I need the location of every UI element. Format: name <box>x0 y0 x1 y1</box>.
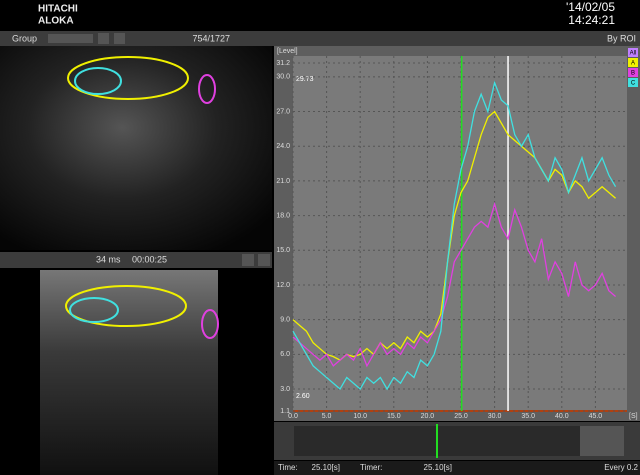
roi-c <box>74 67 122 95</box>
group-select[interactable] <box>48 34 93 43</box>
time-value: 25.10[s] <box>312 463 340 472</box>
interval: 34 ms <box>96 254 121 264</box>
footer <box>274 461 640 475</box>
legend-swatch[interactable] <box>628 68 638 77</box>
ultrasound-bmode <box>40 270 218 475</box>
max-label: 29.73 <box>296 76 314 83</box>
y-tick-label: 3.0 <box>280 386 290 393</box>
y-tick-label: 1.1 <box>280 408 290 415</box>
legend-swatch[interactable] <box>628 78 638 87</box>
header <box>0 0 640 31</box>
legend-label[interactable]: B <box>631 71 635 77</box>
x-tick-label: 15.0 <box>387 413 401 420</box>
group-button[interactable]: Group <box>12 33 37 43</box>
x-tick-label: 0.0 <box>288 413 298 420</box>
x-tick-label: 10.0 <box>353 413 367 420</box>
legend-swatch[interactable] <box>628 48 638 57</box>
image-bar <box>0 252 272 268</box>
y-tick-label: 18.0 <box>276 212 290 219</box>
roi-a <box>65 285 187 327</box>
y-tick-label: 12.0 <box>276 282 290 289</box>
x-tick-label: 35.0 <box>521 413 535 420</box>
y-tick-label: 24.0 <box>276 143 290 150</box>
y-tick-label: 31.2 <box>276 60 290 67</box>
min-label: 2.60 <box>296 393 310 400</box>
next-frame[interactable] <box>258 254 270 266</box>
y-axis-label: [Level] <box>277 48 298 55</box>
next-button[interactable] <box>114 33 125 44</box>
roi-b <box>201 309 219 339</box>
frame-counter: 754/1727 <box>192 33 230 43</box>
plot-area <box>293 56 627 412</box>
prev-button[interactable] <box>98 33 109 44</box>
x-tick-label: 45.0 <box>589 413 603 420</box>
legend-label[interactable]: A <box>631 61 635 67</box>
legend-swatch[interactable] <box>628 58 638 67</box>
roi-c <box>69 297 119 323</box>
timeline-track[interactable] <box>294 426 624 456</box>
x-tick-label: 25.0 <box>454 413 468 420</box>
time: 14:24:21 <box>568 13 615 27</box>
ultrasound-contrast <box>0 46 272 250</box>
x-tick-label: 20.0 <box>421 413 435 420</box>
y-tick-label: 15.0 <box>276 247 290 254</box>
elapsed: 00:00:25 <box>132 254 167 264</box>
y-tick-label: 6.0 <box>280 351 290 358</box>
y-tick-label: 21.0 <box>276 178 290 185</box>
time-label: Time: <box>278 463 298 472</box>
interval-setting: Every 0.2 <box>604 463 638 472</box>
prev-frame[interactable] <box>242 254 254 266</box>
series-line <box>292 201 616 368</box>
roi-b <box>198 74 216 104</box>
x-unit: [S] <box>629 413 638 420</box>
timeline-range <box>580 426 624 456</box>
legend-label[interactable]: C <box>631 81 636 87</box>
y-tick-label: 27.0 <box>276 108 290 115</box>
brand: HITACHI <box>38 4 78 15</box>
x-tick-label: 40.0 <box>555 413 569 420</box>
y-tick-label: 30.0 <box>276 74 290 81</box>
x-tick-label: 5.0 <box>322 413 332 420</box>
toolbar <box>0 31 640 46</box>
brand: ALOKA <box>38 16 74 27</box>
x-tick-label: 30.0 <box>488 413 502 420</box>
chart: 1.1 3.0 6.0 9.0 12.0 15.0 18.0 21.0 24.0 27.0 30.0… <box>276 48 638 420</box>
legend-label[interactable]: All <box>630 51 637 57</box>
series-line <box>292 80 617 391</box>
timer-value: 25.10[s] <box>424 463 452 472</box>
y-tick-label: 9.0 <box>280 317 290 324</box>
mode: By ROI <box>607 33 636 43</box>
date: '14/02/05 <box>566 0 615 14</box>
timer-label: Timer: <box>360 463 382 472</box>
roi-a <box>67 56 189 100</box>
